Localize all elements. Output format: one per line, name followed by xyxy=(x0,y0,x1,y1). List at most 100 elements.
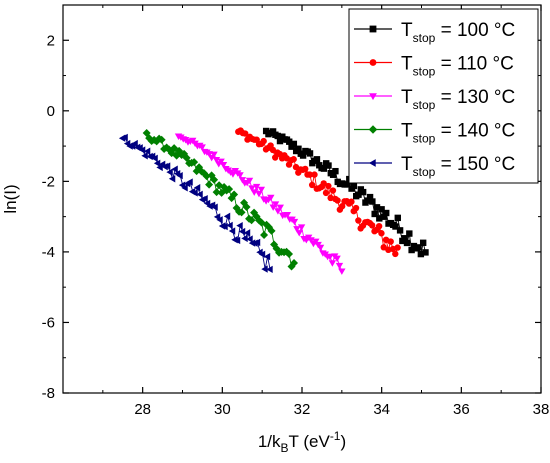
data-point xyxy=(380,213,388,220)
legend-marker xyxy=(369,25,377,33)
data-point xyxy=(302,165,309,173)
y-axis-label: ln(I) xyxy=(1,184,20,213)
data-point xyxy=(352,204,360,212)
data-point xyxy=(219,161,228,169)
data-point xyxy=(255,190,263,198)
legend: Tstop = 100 °C Tstop = 110 °C Tstop = 130 … xyxy=(348,8,539,184)
data-point xyxy=(406,230,413,237)
data-point xyxy=(266,265,273,274)
data-point xyxy=(408,246,415,254)
data-point xyxy=(263,252,271,261)
data-point xyxy=(378,206,385,213)
data-point xyxy=(299,152,307,159)
data-point xyxy=(415,244,422,251)
data-point xyxy=(369,198,376,205)
data-point xyxy=(191,189,198,197)
data-point xyxy=(333,255,341,263)
data-point xyxy=(329,187,337,194)
data-point xyxy=(396,227,404,234)
data-point xyxy=(196,190,203,199)
data-point xyxy=(329,171,337,178)
x-tick-label: 38 xyxy=(533,401,550,418)
data-point xyxy=(271,201,280,208)
data-point xyxy=(201,194,208,203)
data-point xyxy=(276,204,284,212)
data-point xyxy=(133,143,141,152)
data-point xyxy=(335,262,344,270)
data-point xyxy=(260,137,267,145)
data-point xyxy=(202,172,211,181)
data-point xyxy=(258,250,266,259)
series-2 xyxy=(174,133,346,275)
data-point xyxy=(216,216,223,224)
y-tick-label: -2 xyxy=(42,173,55,190)
data-point xyxy=(332,167,339,175)
data-point xyxy=(212,188,221,197)
data-point xyxy=(257,186,266,194)
data-point xyxy=(226,221,233,230)
data-point xyxy=(383,209,390,217)
data-point xyxy=(274,132,281,140)
data-point xyxy=(228,227,236,235)
data-point xyxy=(334,197,341,204)
x-tick-label: 32 xyxy=(294,401,311,418)
data-point xyxy=(376,215,383,222)
data-point xyxy=(375,222,383,230)
data-point xyxy=(230,190,239,199)
data-point xyxy=(350,182,358,190)
data-point xyxy=(272,154,279,161)
data-point xyxy=(121,133,128,142)
data-point xyxy=(171,165,178,173)
y-tick-label: -6 xyxy=(42,314,55,331)
data-point xyxy=(283,211,292,219)
data-point xyxy=(248,185,256,192)
data-point xyxy=(221,222,228,231)
data-point xyxy=(269,128,277,135)
data-point xyxy=(242,202,251,211)
data-point xyxy=(316,244,325,252)
y-tick-label: 2 xyxy=(47,32,55,49)
data-point xyxy=(168,175,176,183)
data-point xyxy=(371,210,378,218)
data-point xyxy=(247,216,256,225)
data-point xyxy=(210,175,219,184)
data-point xyxy=(325,182,332,190)
data-point xyxy=(141,152,148,160)
data-point xyxy=(313,156,321,163)
legend-label: Tstop = 110 °C xyxy=(401,54,514,79)
y-tick-label: -8 xyxy=(42,385,55,402)
series-3 xyxy=(142,129,299,271)
data-point xyxy=(355,191,362,198)
data-point xyxy=(241,130,249,137)
legend-label: Tstop = 140 °C xyxy=(401,121,515,146)
data-point xyxy=(205,180,214,189)
data-point xyxy=(343,181,351,188)
data-point xyxy=(193,184,201,192)
data-point xyxy=(403,239,411,247)
data-point xyxy=(243,229,251,237)
data-point xyxy=(253,238,261,247)
data-point xyxy=(211,203,218,211)
data-point xyxy=(166,168,173,176)
data-point xyxy=(373,204,381,211)
data-point xyxy=(236,221,243,230)
y-tick-label: -4 xyxy=(42,244,55,261)
legend-entry: Tstop = 110 °C xyxy=(354,54,514,79)
data-point xyxy=(269,146,277,154)
data-point xyxy=(378,230,385,237)
data-point xyxy=(143,147,151,155)
data-point xyxy=(312,238,320,245)
data-point xyxy=(392,223,399,230)
data-point xyxy=(422,249,429,256)
data-point xyxy=(394,214,401,222)
y-tick-label: 0 xyxy=(47,103,55,120)
data-point xyxy=(151,154,158,162)
data-point xyxy=(295,145,302,152)
data-point xyxy=(176,171,183,180)
data-point xyxy=(297,224,306,231)
data-point xyxy=(355,217,362,224)
data-point xyxy=(218,222,226,230)
data-point xyxy=(328,260,337,267)
axes: 28 30 32 34 36 38 -8 -6 -4 -2 0 2 xyxy=(42,5,550,418)
data-point xyxy=(223,212,231,221)
